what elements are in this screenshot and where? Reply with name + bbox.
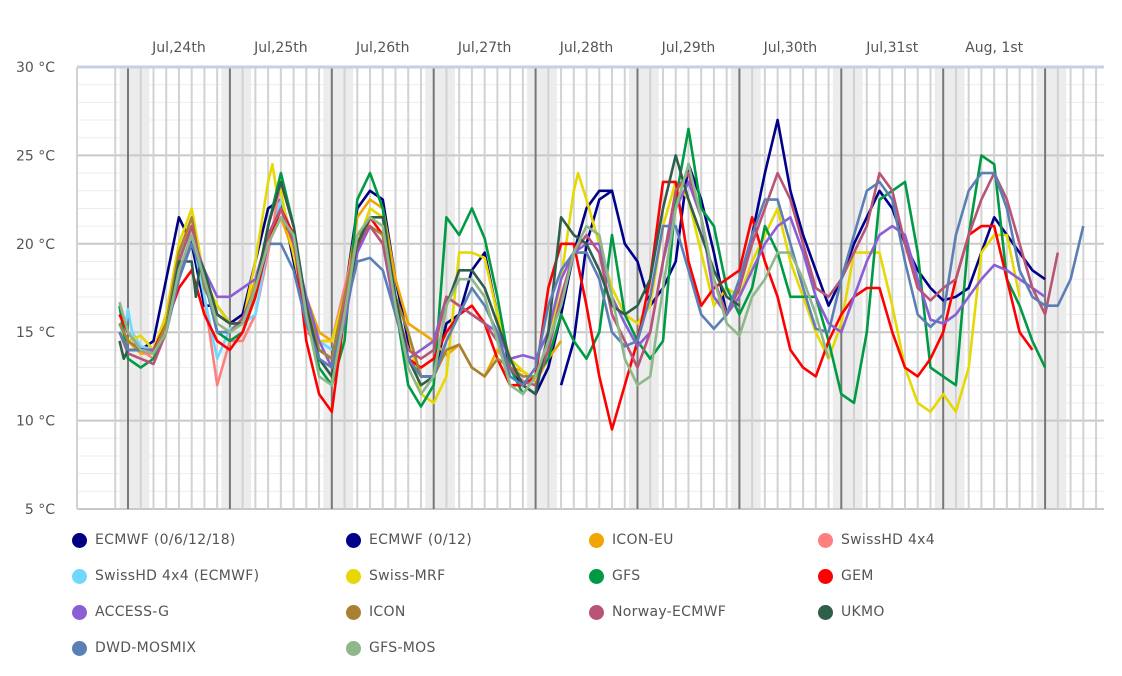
temperature-chart: 5 °C10 °C15 °C20 °C25 °C30 °C Jul,24th Ju…: [16, 40, 1104, 518]
night-band: [221, 67, 252, 509]
legend-swatch-icon: [346, 640, 361, 656]
x-day-label: Jul,31st: [865, 40, 918, 56]
legend-label: DWD-MOSMIX: [95, 640, 197, 656]
legend-label: ECMWF (0/6/12/18): [95, 532, 236, 548]
x-day-label: Jul,26th: [355, 40, 410, 56]
legend-label: ACCESS-G: [95, 604, 170, 620]
y-tick-label: 15 °C: [16, 325, 55, 341]
legend-item[interactable]: ICON-EU: [589, 530, 674, 550]
legend-swatch-icon: [589, 604, 604, 620]
legend-swatch-icon: [589, 568, 604, 584]
legend-label: ICON-EU: [612, 532, 674, 548]
y-tick-label: 5 °C: [25, 502, 55, 518]
legend-label: UKMO: [841, 604, 885, 620]
series-line-dwd-mosmix[interactable]: [118, 171, 1085, 387]
legend-swatch-icon: [346, 532, 361, 548]
series-line-norway-ecmwf[interactable]: [118, 171, 1060, 387]
y-tick-label: 10 °C: [16, 414, 55, 430]
legend-swatch-icon: [346, 568, 361, 584]
x-axis: Jul,24th Jul,25th Jul,26th Jul,27th Jul,28th…: [151, 40, 1023, 56]
y-tick-label: 20 °C: [16, 237, 55, 253]
legend-swatch-icon: [346, 604, 361, 620]
x-day-label: Aug, 1st: [965, 40, 1023, 56]
legend-item[interactable]: SwissHD 4x4: [818, 530, 935, 550]
legend-label: ECMWF (0/12): [369, 532, 473, 548]
x-day-label: Jul,29th: [661, 40, 716, 56]
legend-label: Norway-ECMWF: [612, 604, 727, 620]
series-line-gfs-mos[interactable]: [118, 162, 830, 396]
series-line-icon[interactable]: [118, 216, 536, 378]
legend-swatch-icon: [589, 532, 604, 548]
legend-swatch-icon: [818, 568, 833, 584]
legend-item[interactable]: GFS: [589, 566, 640, 586]
night-band: [934, 67, 965, 509]
legend-label: Swiss-MRF: [369, 568, 446, 584]
legend-item[interactable]: GEM: [818, 566, 874, 586]
x-day-label: Jul,24th: [151, 40, 206, 56]
legend-item[interactable]: ECMWF (0/6/12/18): [72, 530, 236, 550]
legend-label: GFS-MOS: [369, 640, 436, 656]
y-axis: 5 °C 10 °C 15 °C 20 °C 25 °C 30 °C: [16, 60, 55, 518]
legend-item[interactable]: ICON: [346, 602, 406, 622]
legend-swatch-icon: [72, 640, 87, 656]
series-lines: [118, 118, 1085, 431]
x-day-label: Jul,25th: [253, 40, 308, 56]
legend-swatch-icon: [72, 532, 87, 548]
night-band: [527, 67, 557, 509]
legend-item[interactable]: ECMWF (0/12): [346, 530, 472, 550]
legend-item[interactable]: GFS-MOS: [346, 638, 436, 658]
legend-item[interactable]: Swiss-MRF: [346, 566, 445, 586]
legend-label: ICON: [369, 604, 406, 620]
legend-item[interactable]: ACCESS-G: [72, 602, 169, 622]
legend-swatch-icon: [818, 604, 833, 620]
legend-item[interactable]: SwissHD 4x4 (ECMWF): [72, 566, 259, 586]
legend-swatch-icon: [818, 532, 833, 548]
x-day-label: Jul,28th: [559, 40, 614, 56]
legend-swatch-icon: [72, 568, 87, 584]
legend-item[interactable]: DWD-MOSMIX: [72, 638, 196, 658]
legend-item[interactable]: UKMO: [818, 602, 885, 622]
legend-item[interactable]: Norway-ECMWF: [589, 602, 726, 622]
legend-label: SwissHD 4x4 (ECMWF): [95, 568, 260, 584]
night-band: [119, 67, 150, 509]
x-day-label: Jul,27th: [457, 40, 512, 56]
legend-label: GFS: [612, 568, 641, 584]
legend-swatch-icon: [72, 604, 87, 620]
x-day-label: Jul,30th: [763, 40, 818, 56]
legend-label: GEM: [841, 568, 874, 584]
y-tick-label: 30 °C: [16, 60, 55, 76]
y-tick-label: 25 °C: [16, 148, 55, 164]
legend-label: SwissHD 4x4: [841, 532, 935, 548]
